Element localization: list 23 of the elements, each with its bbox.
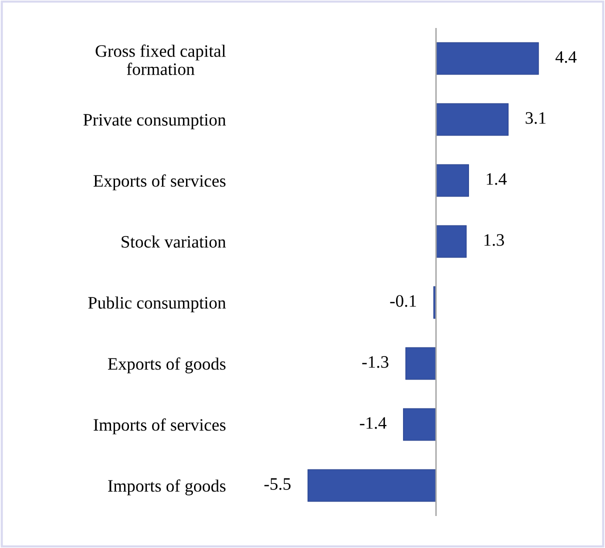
- y-tick-label: Private consumption: [83, 114, 226, 130]
- bar: [436, 103, 509, 136]
- y-tick-label: Imports of goods: [108, 479, 226, 496]
- y-tick-label: Exports of goods: [108, 357, 226, 374]
- bar: [308, 469, 436, 502]
- bar: [405, 347, 436, 380]
- data-label: 4.4: [556, 51, 577, 63]
- y-tick-label: Exports of services: [94, 174, 226, 190]
- y-tick-label: Gross fixed capital formation: [96, 44, 226, 76]
- y-tick-label: Public consumption: [88, 296, 226, 312]
- y-tick-label: Imports of services: [94, 418, 226, 434]
- data-label: -0.1: [390, 295, 416, 307]
- bar: [436, 42, 539, 75]
- bar: [403, 408, 436, 441]
- data-label: -5.5: [264, 478, 291, 490]
- data-label: 1.3: [484, 234, 504, 246]
- data-label: -1.3: [362, 356, 388, 368]
- bar: [436, 164, 469, 197]
- bar: [436, 225, 467, 258]
- data-label: -1.4: [360, 417, 386, 429]
- data-label: 3.1: [526, 112, 546, 124]
- data-label: 1.4: [486, 173, 507, 185]
- y-tick-label: Stock variation: [122, 235, 226, 248]
